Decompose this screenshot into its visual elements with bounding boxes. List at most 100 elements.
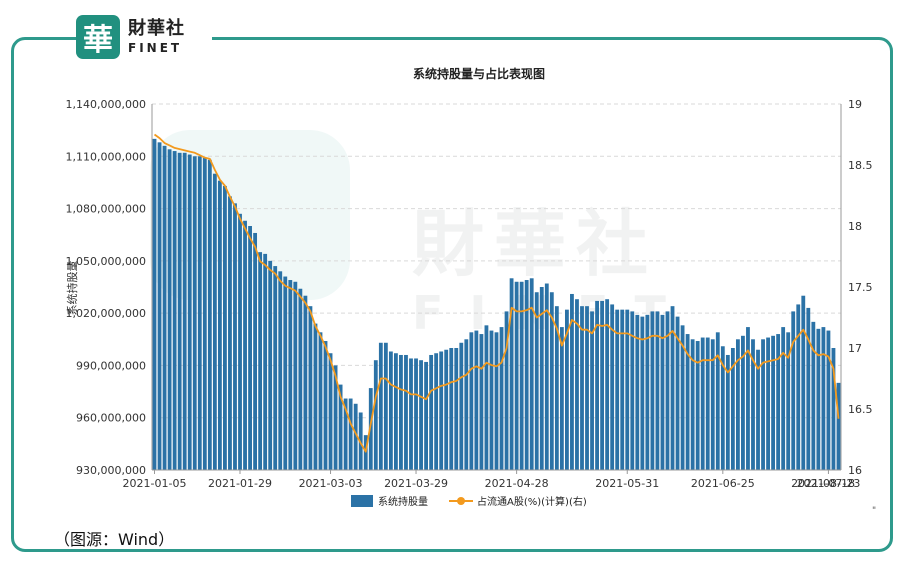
bar [338, 384, 343, 470]
bar [308, 306, 313, 470]
logo-name-en: FINET [128, 41, 183, 55]
bar [323, 341, 328, 470]
bar [373, 360, 378, 470]
bar [444, 349, 449, 470]
bar [469, 332, 474, 470]
y-tick-label: 1,140,000,000 [66, 98, 146, 111]
y2-tick-label: 17 [848, 342, 862, 355]
bar [620, 309, 625, 470]
bar [248, 226, 252, 470]
bar [580, 306, 584, 470]
bar [278, 271, 283, 470]
bar [776, 334, 781, 470]
bar [796, 304, 801, 470]
y-tick-label: 1,080,000,000 [66, 203, 146, 216]
bar [283, 276, 288, 470]
bar [720, 346, 725, 470]
y2-tick-label: 19 [848, 98, 862, 111]
bar [243, 220, 247, 470]
x-tick-label: 2021-08-18 [791, 477, 855, 490]
x-tick-label: 2021-07-23 [796, 477, 860, 490]
bar [388, 351, 393, 470]
bar [700, 337, 705, 470]
bar [509, 278, 514, 470]
bar [836, 382, 841, 470]
y2-tick-label: 17.5 [848, 281, 873, 294]
x-tick-label: 2021-03-03 [299, 477, 363, 490]
bar [167, 149, 172, 470]
bar [202, 158, 207, 470]
bar [640, 316, 645, 470]
bar [253, 232, 258, 470]
bar [554, 306, 559, 470]
bar [348, 398, 353, 470]
y2-tick-label: 16 [848, 464, 862, 477]
bar [786, 332, 791, 470]
bar [479, 334, 484, 470]
bar [182, 152, 187, 471]
bar [288, 280, 293, 470]
bar [761, 339, 765, 470]
bar [162, 145, 167, 470]
bar [434, 353, 439, 470]
bar [499, 327, 504, 470]
bar [710, 339, 715, 470]
x-tick-label: 2021-01-29 [208, 477, 272, 490]
x-tick-label: 2021-06-25 [691, 477, 755, 490]
bar [187, 154, 192, 471]
logo-name-cn: 財華社 [128, 18, 185, 39]
bar [539, 287, 544, 470]
bar [821, 327, 826, 470]
bar [615, 309, 620, 470]
bar [645, 314, 650, 470]
bar [675, 316, 680, 470]
bar [715, 332, 720, 470]
bar [565, 309, 569, 470]
bar [399, 354, 403, 470]
bar [705, 337, 710, 470]
corner-mark: " [872, 506, 877, 516]
bar [595, 300, 599, 470]
bar [494, 332, 499, 470]
y-tick-label: 960,000,000 [76, 412, 146, 425]
bar [383, 342, 388, 470]
bar [207, 159, 212, 470]
bar [600, 300, 605, 470]
bar [781, 327, 786, 470]
bar [177, 152, 182, 471]
y-tick-label: 1,020,000,000 [66, 307, 146, 320]
bar [489, 330, 494, 470]
bar [217, 180, 222, 470]
bar [816, 328, 821, 470]
y-tick-label: 930,000,000 [76, 464, 146, 477]
y2-tick-label: 18.5 [848, 159, 873, 172]
bar [544, 283, 549, 470]
bar [459, 342, 464, 470]
chart-frame [11, 37, 893, 552]
bar [826, 330, 831, 470]
bar [660, 314, 665, 470]
bar [570, 293, 574, 470]
bar [650, 311, 655, 470]
bar [333, 365, 338, 470]
bar [238, 213, 242, 471]
bar [695, 341, 700, 470]
bar [665, 311, 670, 470]
bar [152, 138, 157, 471]
series-line [153, 133, 840, 453]
bar [746, 327, 750, 470]
bar [590, 311, 594, 470]
bar [228, 196, 232, 470]
y-tick-label: 1,050,000,000 [66, 255, 146, 268]
bar [258, 252, 263, 470]
chart-title: 系统持股量与占比表现图 [413, 66, 545, 81]
bar [394, 353, 398, 470]
bar [635, 314, 640, 470]
bar [534, 292, 539, 470]
bar [741, 335, 745, 470]
bar [630, 311, 635, 470]
bar [690, 339, 695, 470]
bar [409, 358, 413, 470]
bar [585, 306, 589, 470]
